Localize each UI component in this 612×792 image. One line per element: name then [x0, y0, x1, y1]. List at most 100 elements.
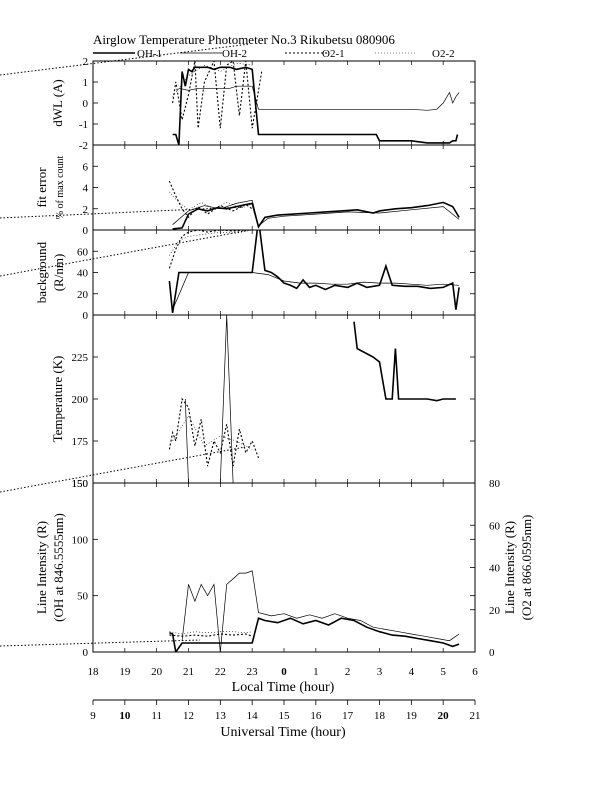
- series-o2-1: [168, 180, 253, 219]
- y-axis-label: dWL (A): [50, 79, 65, 127]
- x-axes: 18 19 20 21 22 23 0 1 2 3 4 5 69 10 11 12 13 14 15 16 17 18 19…: [88, 666, 481, 722]
- y-tick-label: 50: [77, 591, 89, 603]
- y-tick-label: 200: [72, 394, 89, 406]
- y-tick-label-right: 40: [489, 563, 501, 575]
- x-tick-label-local: 19: [119, 666, 131, 678]
- leader-line: [0, 229, 251, 277]
- y-axis-label: Temperature (K): [50, 356, 65, 443]
- y-axis-label: fit error: [34, 167, 49, 208]
- leader-line: [0, 206, 246, 219]
- x-tick-label-ut: 11: [151, 710, 162, 722]
- series-o2-2: [169, 230, 253, 256]
- y-tick-label: 1: [83, 77, 89, 89]
- x-tick-label-ut: 16: [310, 710, 322, 722]
- y-tick-label: 150: [72, 478, 89, 490]
- x-tick-label-ut: 9: [90, 710, 96, 722]
- series-o2-1: [168, 230, 253, 269]
- x-tick-label-ut: 12: [183, 710, 194, 722]
- panels: -2 -1 0 1 2 dWL (A) 0 2 4 6 fit error % of max coun…: [0, 43, 534, 659]
- leader-line: [0, 43, 251, 76]
- y-tick-label: 40: [77, 268, 89, 280]
- y-tick-label: 4: [83, 183, 89, 195]
- y-tick-label: 2: [83, 204, 89, 216]
- series-oh-2: [172, 272, 460, 310]
- series-oh-2: [172, 199, 460, 227]
- x-tick-label-local: 2: [345, 666, 351, 678]
- panel-frame: [92, 482, 476, 653]
- panel-frame: [92, 229, 476, 316]
- series-o2-1: [169, 633, 253, 637]
- y-axis-label: Line Intensity (R): [34, 521, 49, 614]
- x-tick-label-ut: 18: [374, 710, 386, 722]
- x-tick-label-local: 20: [151, 666, 163, 678]
- series-oh-1: [172, 66, 459, 145]
- x-tick-label-ut: 13: [215, 710, 227, 722]
- y-tick-label: 0: [83, 225, 89, 237]
- legend-label: O2-2: [432, 48, 455, 60]
- legend-label: OH-1: [137, 48, 162, 60]
- y-tick-label-right: 0: [489, 647, 495, 659]
- panel-frame: [92, 60, 476, 146]
- panel-3: 0 20 40 60 background (R/nm): [34, 229, 476, 322]
- x-tick-label-local: 3: [377, 666, 383, 678]
- x-tick-label-ut: 15: [279, 710, 291, 722]
- series-oh-1: [353, 321, 456, 402]
- y-tick-label: 2: [83, 56, 89, 68]
- y-tick-label: -2: [79, 140, 88, 152]
- x-tick-label-local: 23: [247, 666, 259, 678]
- y-axis-label-right: Line Intensity (R): [502, 521, 517, 614]
- x-axis-label-local: Local Time (hour): [232, 680, 335, 695]
- panel-frame: [92, 144, 476, 231]
- series-oh-2: [181, 570, 460, 652]
- series-oh-2: [184, 315, 253, 483]
- legend-label: OH-2: [222, 48, 247, 60]
- y-tick-label: 0: [83, 98, 89, 110]
- series-o2-2: [172, 62, 253, 97]
- panel-4: 150 175 200 225 Temperature (K): [50, 314, 476, 490]
- y-tick-label: 150: [72, 478, 89, 490]
- legend: OH-1 OH-2 O2-1 O2-2: [93, 48, 455, 60]
- x-tick-label-local: 21: [183, 666, 194, 678]
- panel-1: -2 -1 0 1 2 dWL (A): [50, 56, 476, 152]
- y-tick-label-right: 80: [489, 478, 501, 490]
- x-tick-label-local: 4: [409, 666, 415, 678]
- chart-title: Airglow Temperature Photometer No.3 Riku…: [93, 32, 395, 47]
- y-tick-label: 20: [77, 289, 89, 301]
- x-tick-label-ut: 20: [438, 710, 450, 722]
- x-tick-label-ut: 19: [406, 710, 418, 722]
- y-tick-label: 100: [72, 534, 89, 546]
- y-axis-label: background: [34, 241, 49, 303]
- panel-2: 0 2 4 6 fit error % of max count: [34, 144, 476, 237]
- y-tick-label: 0: [83, 647, 89, 659]
- y-tick-label: 175: [72, 436, 89, 448]
- leader-line: [0, 446, 246, 493]
- series-oh-1: [168, 230, 460, 314]
- series-o2-1: [168, 397, 260, 467]
- y-tick-label-right: 60: [489, 520, 501, 532]
- x-axis-label-ut: Universal Time (hour): [220, 725, 346, 740]
- series-oh-1: [169, 617, 460, 652]
- series-o2-2: [169, 191, 253, 211]
- legend-label: O2-1: [322, 48, 345, 60]
- y-tick-label: 6: [83, 161, 89, 173]
- leader-line: [0, 639, 201, 647]
- y-axis-label-2: (OH at 846.5555nm): [51, 513, 66, 622]
- series-oh-1: [172, 201, 460, 230]
- x-tick-label-local: 0: [281, 666, 287, 678]
- series-o2-2: [169, 631, 253, 635]
- series-oh-2: [178, 85, 460, 111]
- x-tick-label-local: 22: [215, 666, 226, 678]
- y-tick-label-right: 20: [489, 605, 501, 617]
- y-axis-label-right-2: (O2 at 866.0595nm): [519, 515, 534, 621]
- y-tick-label: 60: [77, 246, 89, 258]
- x-tick-label-ut: 21: [470, 710, 481, 722]
- x-tick-label-ut: 14: [247, 710, 259, 722]
- x-tick-label-local: 5: [440, 666, 446, 678]
- series-o2-2: [172, 415, 253, 450]
- x-tick-label-ut: 17: [342, 710, 354, 722]
- series-o2-1: [172, 61, 263, 129]
- y-axis-label-2: % of max count: [55, 155, 66, 219]
- x-tick-label-local: 18: [88, 666, 100, 678]
